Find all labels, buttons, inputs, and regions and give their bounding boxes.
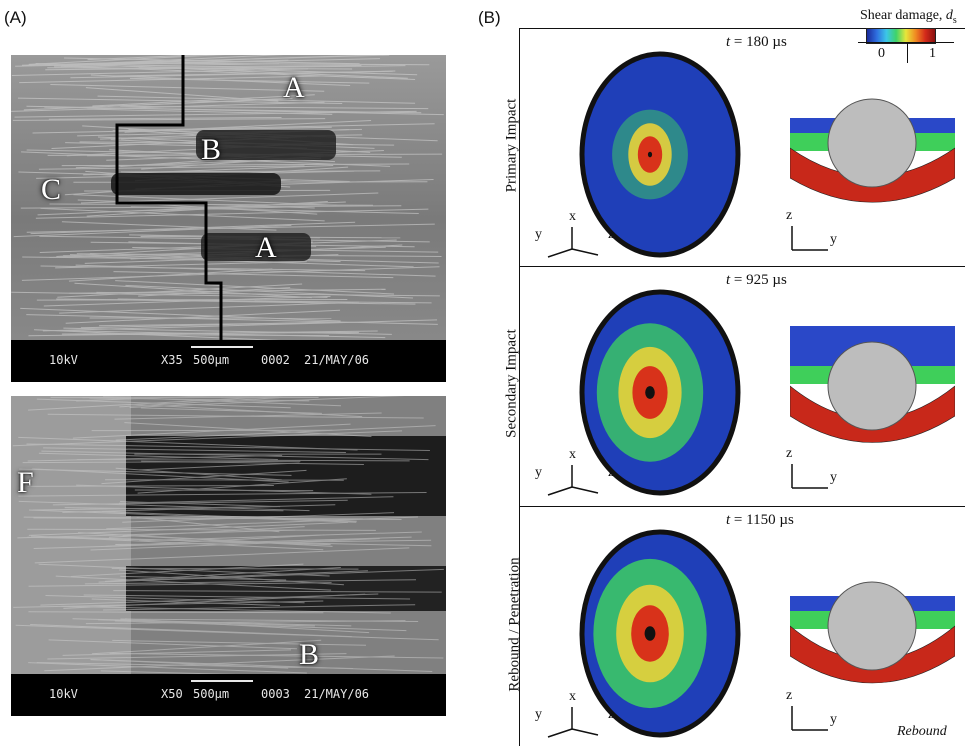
plate-damage-view <box>579 289 741 496</box>
axis-z-label: z <box>786 446 793 461</box>
panel-b-left-border <box>519 28 520 746</box>
sem-fiber-texture-top <box>11 55 446 382</box>
sem-letter-f: F <box>17 466 34 499</box>
axis-z-label: z <box>786 688 793 703</box>
axis-z-label: z <box>608 227 615 242</box>
row-label: Secondary Impact <box>503 329 520 438</box>
sem-info-bar-bottom: 10kV X50 500µm 0003 21/MAY/06 <box>11 674 446 716</box>
axis-triad-right: z y <box>784 446 844 496</box>
sem-image-number: 0003 <box>261 687 290 701</box>
sem-letter-b-bottom: B <box>299 638 320 671</box>
row-divider <box>520 28 965 29</box>
axis-triad-left: x y z <box>532 689 615 741</box>
sem-letter-a-lower: A <box>255 231 277 264</box>
sem-letter-a-upper: A <box>283 71 305 104</box>
axis-x-label: x <box>569 689 576 704</box>
axis-arrows <box>547 465 599 496</box>
axis-y-label: y <box>535 227 542 242</box>
sem-info-bar-top: 10kV X35 500µm 0002 21/MAY/06 <box>11 340 446 382</box>
time-label: t = 1150 µs <box>726 512 794 528</box>
cross-section-view <box>790 98 955 203</box>
sem-image-bottom: F B 10kV X50 500µm 0003 21/MAY/06 <box>11 396 446 716</box>
colorbar-max: 1 <box>929 46 936 61</box>
sem-date: 21/MAY/06 <box>304 687 370 701</box>
row-divider <box>520 266 965 267</box>
axis-triad-right: z y <box>784 688 844 738</box>
axis-z-label: z <box>786 208 793 223</box>
plate-damage-view <box>579 51 741 258</box>
sem-image-number: 0002 <box>261 353 290 367</box>
sem-letter-c: C <box>41 173 62 206</box>
axis-x-label: x <box>569 447 576 462</box>
axis-arrows <box>791 464 828 489</box>
panel-a-label: (A) <box>4 8 27 27</box>
sem-voltage: 10kV <box>49 353 78 367</box>
sem-scale-text: 500µm <box>193 353 230 367</box>
sem-voltage: 10kV <box>49 687 78 701</box>
axis-arrows <box>791 226 828 251</box>
sem-scale-bar <box>191 346 253 348</box>
colorbar-axis <box>858 42 954 43</box>
axis-arrows <box>547 707 599 738</box>
axis-y-label: y <box>830 470 837 485</box>
rebound-caption: Rebound <box>897 724 947 739</box>
axis-triad-left: x y z <box>532 209 615 261</box>
sem-letter-b: B <box>201 133 222 166</box>
sem-magnification: X35 <box>161 353 183 367</box>
axis-x-label: x <box>569 209 576 224</box>
axis-y-label: y <box>535 707 542 722</box>
panel-b-label: (B) <box>478 8 501 27</box>
row-label: Primary Impact <box>503 98 520 193</box>
axis-z-label: z <box>608 465 615 480</box>
sem-fiber-texture-bottom <box>11 396 446 716</box>
time-label: t = 925 µs <box>726 272 787 288</box>
sem-date: 21/MAY/06 <box>304 353 370 367</box>
colorbar <box>866 28 936 44</box>
axis-triad-right: z y <box>784 208 844 258</box>
colorbar-tick <box>907 43 908 63</box>
row-divider <box>520 506 965 507</box>
cross-section-view <box>790 581 955 684</box>
plate-damage-view <box>579 529 741 738</box>
sem-image-top: A B C A 10kV X35 500µm 0002 21/MAY/06 <box>11 55 446 382</box>
axis-y-label: y <box>535 465 542 480</box>
axis-y-label: y <box>830 232 837 247</box>
axis-z-label: z <box>608 707 615 722</box>
time-label: t = 180 µs <box>726 34 787 50</box>
sem-scale-text: 500µm <box>193 687 230 701</box>
axis-y-label: y <box>830 712 837 727</box>
row-label: Rebound / Penetration <box>506 557 523 692</box>
axis-arrows <box>791 706 828 731</box>
axis-triad-left: x y z <box>532 447 615 499</box>
cross-section-view <box>790 326 955 443</box>
colorbar-min: 0 <box>878 46 885 61</box>
sem-magnification: X50 <box>161 687 183 701</box>
sem-scale-bar <box>191 680 253 682</box>
colorbar-title: Shear damage, ds <box>860 8 957 26</box>
axis-arrows <box>547 227 599 258</box>
